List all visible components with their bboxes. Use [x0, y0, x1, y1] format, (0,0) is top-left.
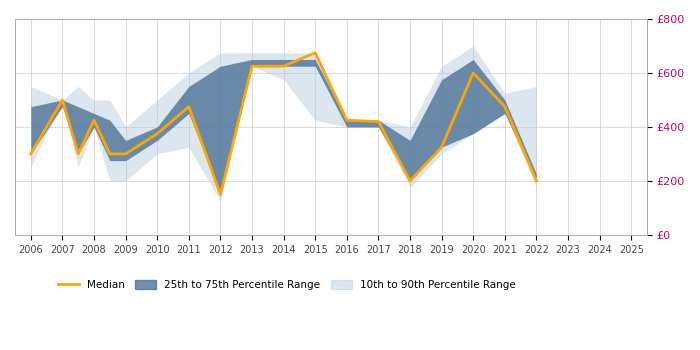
Legend: Median, 25th to 75th Percentile Range, 10th to 90th Percentile Range: Median, 25th to 75th Percentile Range, 1…	[54, 276, 520, 294]
